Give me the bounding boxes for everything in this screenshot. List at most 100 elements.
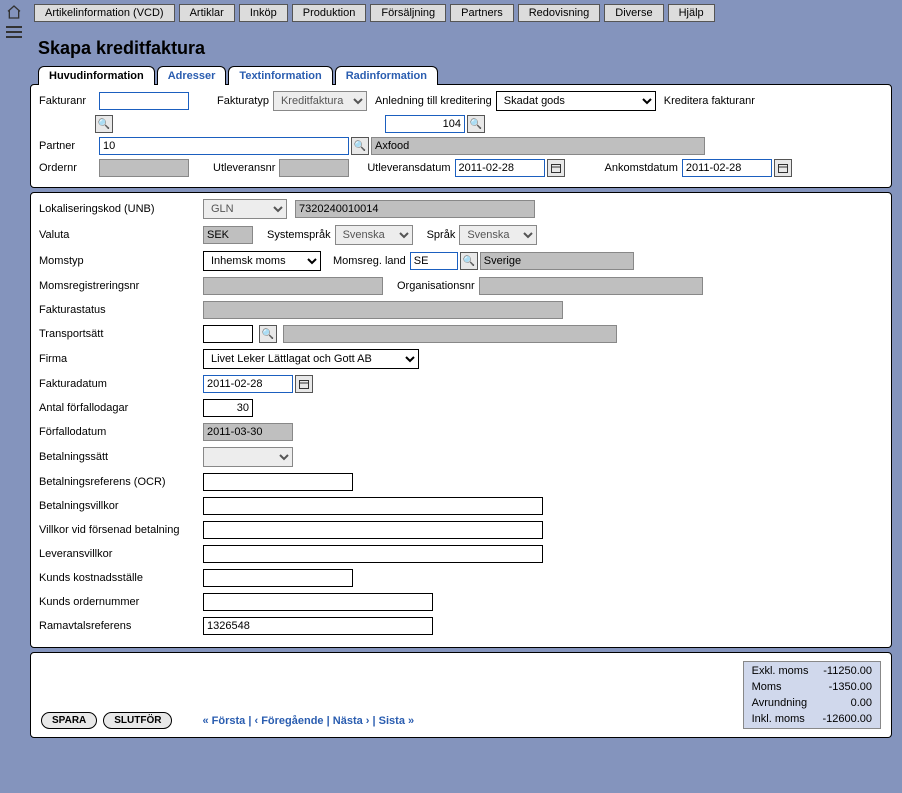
villkor-forsenad-input[interactable] (203, 521, 543, 539)
moms-label: Moms (746, 680, 815, 694)
partner-name-display (371, 137, 705, 155)
nav-artikelinformation[interactable]: Artikelinformation (VCD) (34, 4, 175, 22)
kreditera-label: Kreditera fakturanr (664, 95, 755, 107)
slutfor-button[interactable]: SLUTFÖR (103, 712, 172, 729)
pager-last[interactable]: Sista » (379, 715, 414, 727)
betalningsvillkor-input[interactable] (203, 497, 543, 515)
pager-nav: « Första | ‹ Föregående | Nästa › | Sist… (202, 715, 414, 727)
ramavtalsreferens-input[interactable] (203, 617, 433, 635)
momsreg-land-code-input[interactable] (410, 252, 458, 270)
fakturadatum-calendar-icon[interactable] (295, 375, 313, 393)
momstyp-select[interactable]: Inhemsk moms (203, 251, 321, 271)
kunds-kostnadsstalle-label: Kunds kostnadsställe (39, 572, 199, 584)
kunds-ordernummer-input[interactable] (203, 593, 433, 611)
ramavtalsreferens-label: Ramavtalsreferens (39, 620, 199, 632)
transportsatt-name (283, 325, 617, 343)
ankomstdatum-input[interactable] (682, 159, 772, 177)
betalningsreferens-input[interactable] (203, 473, 353, 491)
fakturatyp-select[interactable]: Kreditfaktura (273, 91, 367, 111)
kunds-kostnadsstalle-input[interactable] (203, 569, 353, 587)
nav-diverse[interactable]: Diverse (604, 4, 663, 22)
tab-row: Huvudinformation Adresser Textinformatio… (38, 65, 894, 84)
utleveransnr-input (279, 159, 349, 177)
page-title: Skapa kreditfaktura (38, 38, 894, 59)
fakturadatum-label: Fakturadatum (39, 378, 199, 390)
betalningssatt-select[interactable] (203, 447, 293, 467)
sprak-label: Språk (427, 229, 456, 241)
sprak-select[interactable]: Svenska (459, 225, 537, 245)
valuta-label: Valuta (39, 229, 199, 241)
inkl-moms-value: -12600.00 (816, 712, 878, 726)
nav-artiklar[interactable]: Artiklar (179, 4, 235, 22)
fakturastatus-input (203, 301, 563, 319)
partner-search-icon[interactable]: 🔍 (351, 137, 369, 155)
partner-label: Partner (39, 140, 95, 152)
main-panel: Lokaliseringskod (UNB) GLN Valuta System… (30, 192, 892, 648)
antal-forfallodagar-input[interactable] (203, 399, 253, 417)
fakturanr-input[interactable] (99, 92, 189, 110)
systemsprak-select[interactable]: Svenska (335, 225, 413, 245)
betalningsreferens-label: Betalningsreferens (OCR) (39, 476, 199, 488)
moms-value: -1350.00 (816, 680, 878, 694)
momsreg-land-name (480, 252, 634, 270)
momsreg-land-label: Momsreg. land (333, 255, 406, 267)
menu-icon[interactable] (6, 26, 22, 38)
utleveransnr-label: Utleveransnr (213, 162, 275, 174)
villkor-forsenad-label: Villkor vid försenad betalning (39, 524, 199, 536)
spara-button[interactable]: SPARA (41, 712, 97, 729)
leveransvillkor-input[interactable] (203, 545, 543, 563)
partner-id-input[interactable] (99, 137, 349, 155)
header-panel: Fakturanr Fakturatyp Kreditfaktura Anled… (30, 84, 892, 188)
num104-input[interactable] (385, 115, 465, 133)
utlev-calendar-icon[interactable] (547, 159, 565, 177)
left-rail (0, 0, 28, 793)
betalningssatt-label: Betalningssätt (39, 451, 199, 463)
momsreg-search-icon[interactable]: 🔍 (460, 252, 478, 270)
nav-forsaljning[interactable]: Försäljning (370, 4, 446, 22)
firma-select[interactable]: Livet Leker Lättlagat och Gott AB (203, 349, 419, 369)
fakturastatus-label: Fakturastatus (39, 304, 199, 316)
forfallodatum-input (203, 423, 293, 441)
lokaliseringskod-type-select[interactable]: GLN (203, 199, 287, 219)
anledning-select[interactable]: Skadat gods (496, 91, 656, 111)
nav-inkop[interactable]: Inköp (239, 4, 288, 22)
totals-box: Exkl. moms-11250.00 Moms-1350.00 Avrundn… (743, 661, 881, 729)
inkl-moms-label: Inkl. moms (746, 712, 815, 726)
fakturadatum-input[interactable] (203, 375, 293, 393)
fakturatyp-label: Fakturatyp (217, 95, 269, 107)
utleveransdatum-input[interactable] (455, 159, 545, 177)
ankomstdatum-label: Ankomstdatum (605, 162, 678, 174)
momsregnr-input (203, 277, 383, 295)
pager-prev[interactable]: ‹ Föregående (254, 715, 323, 727)
nav-produktion[interactable]: Produktion (292, 4, 367, 22)
organisationsnr-input (479, 277, 703, 295)
transportsatt-label: Transportsätt (39, 328, 199, 340)
tab-adresser[interactable]: Adresser (157, 66, 227, 85)
kunds-ordernummer-label: Kunds ordernummer (39, 596, 199, 608)
pager-first[interactable]: « Första (202, 715, 245, 727)
nav-hjalp[interactable]: Hjälp (668, 4, 715, 22)
nav-partners[interactable]: Partners (450, 4, 514, 22)
tab-textinformation[interactable]: Textinformation (228, 66, 332, 85)
utleveransdatum-label: Utleveransdatum (367, 162, 450, 174)
antal-forfallodagar-label: Antal förfallodagar (39, 402, 199, 414)
top-nav: Artikelinformation (VCD) Artiklar Inköp … (28, 4, 894, 24)
tab-huvudinformation[interactable]: Huvudinformation (38, 66, 155, 85)
betalningsvillkor-label: Betalningsvillkor (39, 500, 199, 512)
fakturanr-search-icon[interactable]: 🔍 (95, 115, 113, 133)
ankomst-calendar-icon[interactable] (774, 159, 792, 177)
transportsatt-code-input[interactable] (203, 325, 253, 343)
transportsatt-search-icon[interactable]: 🔍 (259, 325, 277, 343)
anledning-label: Anledning till kreditering (375, 95, 492, 107)
footer-panel: SPARA SLUTFÖR « Första | ‹ Föregående | … (30, 652, 892, 738)
num104-search-icon[interactable]: 🔍 (467, 115, 485, 133)
tab-radinformation[interactable]: Radinformation (335, 66, 438, 85)
avrundning-value: 0.00 (816, 696, 878, 710)
lokaliseringskod-input (295, 200, 535, 218)
pager-next[interactable]: Nästa › (333, 715, 370, 727)
nav-redovisning[interactable]: Redovisning (518, 4, 601, 22)
firma-label: Firma (39, 353, 199, 365)
valuta-input (203, 226, 253, 244)
momsregnr-label: Momsregistreringsnr (39, 280, 199, 292)
home-icon[interactable] (5, 4, 23, 20)
